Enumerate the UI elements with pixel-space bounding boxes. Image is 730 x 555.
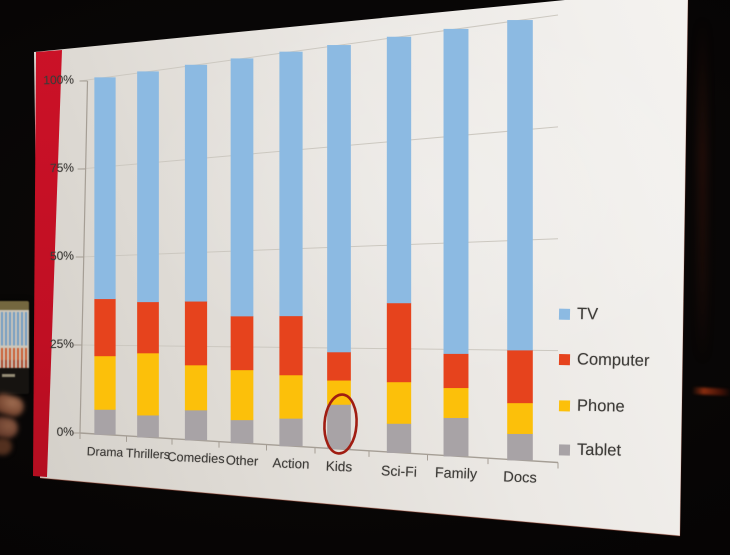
slide-right-edge xyxy=(679,0,689,537)
y-axis-label: 75% xyxy=(49,160,75,176)
bar-segment-tablet-docs xyxy=(507,433,533,461)
device-mini-bar xyxy=(25,312,27,368)
bar-segment-tv-thrillers xyxy=(137,71,159,303)
bar-segment-phone-docs xyxy=(507,402,533,434)
bar-segment-phone-drama xyxy=(94,355,116,410)
bar-segment-phone-comedies xyxy=(184,364,208,411)
legend-item-tablet: Tablet xyxy=(558,440,622,460)
bar-segment-tablet-action xyxy=(279,418,303,447)
bar-segment-computer-sci-fi xyxy=(386,302,412,383)
device-mini-bar xyxy=(21,312,23,368)
presenter-device-screen xyxy=(0,301,29,394)
device-mini-chart xyxy=(0,310,29,368)
y-axis-label: 0% xyxy=(56,424,75,439)
legend-swatch-icon xyxy=(558,444,571,456)
presenter-hand xyxy=(0,438,12,455)
bar-segment-computer-other xyxy=(230,315,254,371)
bar-segment-tablet-other xyxy=(230,419,254,444)
bar-segment-tablet-drama xyxy=(94,409,116,435)
device-mini-bar xyxy=(1,312,3,368)
device-mini-bar xyxy=(9,312,11,368)
device-mini-bar xyxy=(17,312,19,368)
bar-segment-phone-action xyxy=(279,374,303,419)
y-axis-label: 100% xyxy=(43,72,75,88)
device-mini-bar xyxy=(5,312,7,368)
bar-segment-computer-kids xyxy=(327,351,351,381)
legend-item-computer: Computer xyxy=(558,350,650,371)
legend-label: TV xyxy=(576,304,599,324)
gridline xyxy=(79,344,559,352)
legend-item-tv: TV xyxy=(558,304,599,325)
bar-segment-computer-docs xyxy=(507,349,533,404)
device-caption xyxy=(2,374,15,377)
bar-segment-computer-action xyxy=(279,315,303,376)
bar-segment-phone-thrillers xyxy=(137,352,159,416)
legend-swatch-icon xyxy=(558,354,571,366)
bar-segment-computer-comedies xyxy=(184,301,208,366)
slide-bottom-edge xyxy=(39,477,681,537)
bar-segment-phone-sci-fi xyxy=(386,381,412,424)
bar-segment-phone-family xyxy=(443,387,469,418)
device-mini-bar xyxy=(13,312,15,368)
bar-segment-tablet-thrillers xyxy=(137,415,159,438)
bar-segment-tablet-kids xyxy=(327,404,351,450)
legend-swatch-icon xyxy=(558,400,571,412)
annotation-ellipse xyxy=(323,393,358,455)
bar-segment-tv-action xyxy=(279,51,303,317)
light-smear xyxy=(698,18,707,363)
bar-segment-tv-drama xyxy=(94,77,116,300)
device-toolbar xyxy=(0,301,29,310)
gridline xyxy=(79,238,559,258)
legend-label: Phone xyxy=(576,396,625,416)
legend-label: Tablet xyxy=(576,440,622,460)
legend-label: Computer xyxy=(576,350,650,370)
y-axis-label: 25% xyxy=(49,336,75,352)
legend-item-phone: Phone xyxy=(558,396,625,416)
x-axis-label-docs: Docs xyxy=(502,469,538,487)
bar-segment-tv-other xyxy=(230,58,254,317)
bar-segment-tv-sci-fi xyxy=(386,36,412,304)
bar-segment-tablet-family xyxy=(443,417,469,457)
bar-segment-tablet-comedies xyxy=(184,409,208,441)
bar-segment-computer-family xyxy=(443,353,469,389)
bar-segment-tv-docs xyxy=(507,20,533,351)
bar-segment-tv-family xyxy=(443,28,469,354)
bar-segment-computer-thrillers xyxy=(137,301,159,354)
x-axis-line xyxy=(79,432,559,464)
gridline xyxy=(79,14,559,82)
bar-segment-tv-comedies xyxy=(184,64,208,302)
bar-segment-tv-kids xyxy=(327,45,351,353)
gridline xyxy=(79,126,559,170)
bar-segment-computer-drama xyxy=(94,298,116,357)
y-axis-label: 50% xyxy=(49,248,75,264)
legend-swatch-icon xyxy=(558,308,571,320)
bar-segment-phone-other xyxy=(230,369,254,421)
bar-segment-tablet-sci-fi xyxy=(386,423,412,453)
